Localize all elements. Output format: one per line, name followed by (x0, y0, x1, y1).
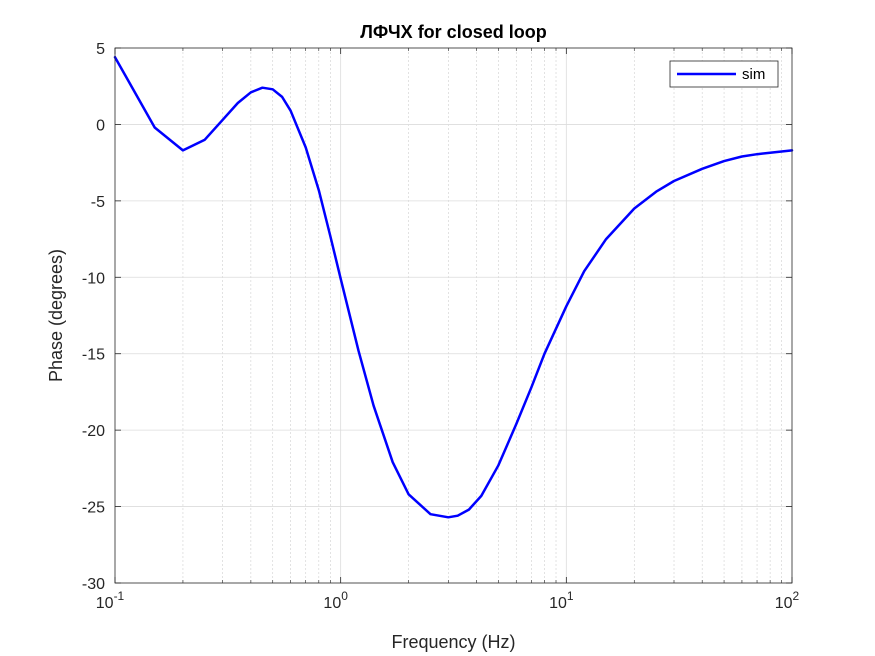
y-tick-label: 0 (96, 117, 105, 134)
plot-border (114, 47, 793, 584)
y-axis-label: Phase (degrees) (46, 249, 66, 382)
series-line-sim (113, 55, 794, 519)
y-tick-label: 5 (96, 41, 105, 58)
y-tick-label: -10 (82, 270, 105, 287)
y-tick-label: -20 (82, 423, 105, 440)
legend-label-sim: sim (742, 66, 765, 83)
legend: sim (669, 60, 779, 88)
y-tick-label: -30 (82, 576, 105, 593)
x-tick-label: 10-1 (96, 589, 125, 612)
x-tick-label: 102 (775, 589, 800, 612)
grid (115, 48, 792, 583)
tick-labels: 10-1 100 101 102 5 0 -5 -10 -15 -20 -25 -30 (82, 41, 800, 612)
chart-title: ЛФЧХ for closed loop (360, 22, 546, 42)
x-axis-label: Frequency (Hz) (391, 632, 515, 652)
series-layer (113, 55, 794, 519)
y-tick-label: -15 (82, 347, 105, 364)
plot-area (115, 48, 792, 583)
y-tick-label: -5 (91, 194, 105, 211)
x-tick-label: 100 (323, 589, 348, 612)
x-tick-label: 101 (549, 589, 574, 612)
ticks (114, 47, 793, 584)
y-tick-label: -25 (82, 500, 105, 517)
